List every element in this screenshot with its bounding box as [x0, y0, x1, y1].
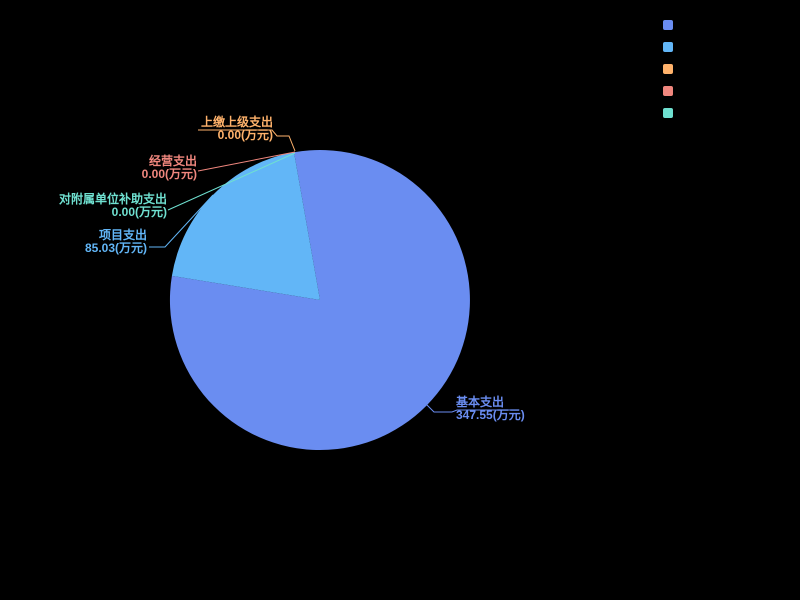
pie-slice-0[interactable]	[169, 150, 470, 451]
legend-swatch-4[interactable]	[663, 108, 673, 118]
pie-label-basic-expenditure: 基本支出 347.55(万元)	[456, 396, 525, 422]
pie-label-name: 项目支出	[98, 228, 147, 242]
pie-label-name: 对附属单位补助支出	[58, 192, 167, 206]
pie-label-value: 347.55(万元)	[456, 408, 525, 422]
pie-slices	[169, 150, 470, 451]
pie-label-value: 0.00(万元)	[141, 167, 197, 181]
pie-label-name: 经营支出	[148, 154, 197, 168]
chart-legend	[663, 20, 675, 130]
pie-label-subsidy-to-affiliates: 对附属单位补助支出 0.00(万元)	[59, 193, 167, 219]
pie-label-value: 0.00(万元)	[217, 128, 273, 142]
pie-label-payment-to-higher-level: 上缴上级支出 0.00(万元)	[201, 116, 273, 142]
legend-swatch-1[interactable]	[663, 42, 673, 52]
label-leader-lines	[149, 129, 518, 413]
pie-label-name: 上缴上级支出	[200, 115, 273, 129]
pie-label-value: 85.03(万元)	[84, 241, 147, 255]
pie-label-name: 基本支出	[456, 395, 505, 409]
leader-line-project-expenditure	[149, 194, 214, 248]
leader-line-operating-expenditure	[197, 151, 296, 172]
pie-label-project-expenditure: 项目支出 85.03(万元)	[85, 229, 147, 255]
legend-swatch-3[interactable]	[663, 86, 673, 96]
legend-swatch-2[interactable]	[663, 64, 673, 74]
leader-line-basic-expenditure	[425, 403, 518, 413]
pie-label-value: 0.00(万元)	[111, 205, 167, 219]
leader-line-payment-to-higher-level	[198, 129, 296, 152]
legend-swatch-0[interactable]	[663, 20, 673, 30]
pie-slice-1[interactable]	[171, 152, 320, 300]
leader-line-subsidy-to-affiliates	[167, 152, 296, 211]
pie-label-operating-expenditure: 经营支出 0.00(万元)	[142, 155, 197, 181]
